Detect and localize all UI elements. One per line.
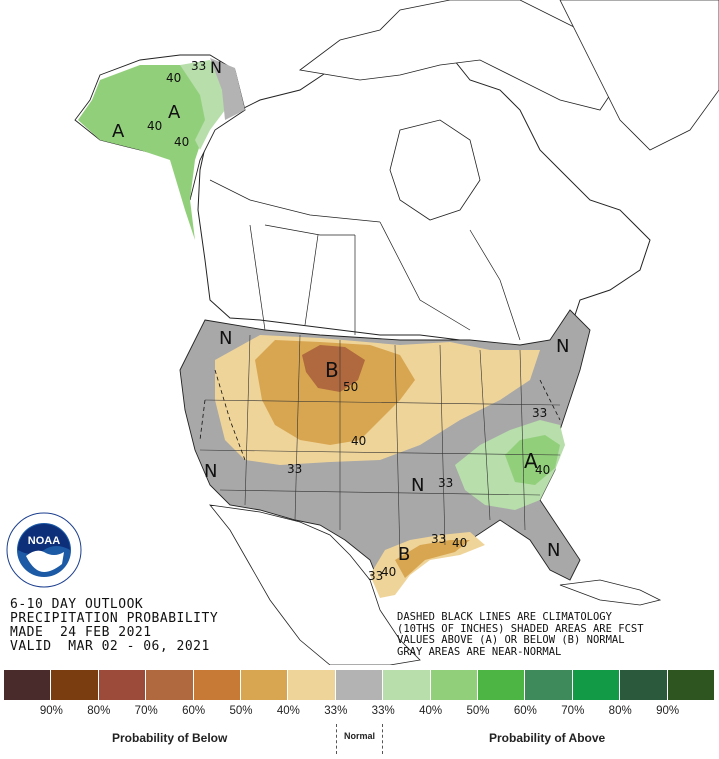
normal-legend-label: Normal bbox=[344, 731, 376, 741]
legend-tick-label: 70% bbox=[134, 705, 158, 717]
gulf-below-40 bbox=[395, 540, 470, 578]
legend-tick-label: 60% bbox=[513, 705, 537, 717]
legend-swatch bbox=[572, 670, 621, 700]
legend-tick-label: 80% bbox=[608, 705, 632, 717]
east-label-40: 40 bbox=[535, 463, 550, 477]
legend-swatch bbox=[288, 670, 336, 700]
legend-swatch bbox=[4, 670, 52, 700]
plains-label-40: 40 bbox=[351, 434, 366, 448]
caribbean-islands bbox=[559, 579, 662, 606]
hudson-bay bbox=[389, 119, 481, 221]
header-line-3: MADE 24 FEB 2021 bbox=[10, 625, 152, 640]
west-label-n1: N bbox=[219, 328, 232, 349]
noaa-logo: NOAA bbox=[6, 512, 82, 588]
ne-label-n: N bbox=[556, 336, 569, 357]
note-line-4: GRAY AREAS ARE NEAR-NORMAL bbox=[397, 645, 562, 658]
legend-swatch bbox=[241, 670, 289, 700]
alaska-label-n: N bbox=[210, 58, 222, 77]
note-line-3: VALUES ABOVE (A) OR BELOW (B) NORMAL bbox=[397, 634, 625, 646]
alaska-label-a2: A bbox=[112, 121, 125, 142]
legend-swatch bbox=[146, 670, 194, 700]
climatology-lines bbox=[199, 369, 561, 461]
header-line-1: 6-10 DAY OUTLOOK bbox=[10, 597, 144, 612]
legend-swatch bbox=[98, 670, 147, 700]
legend-tick-label: 40% bbox=[419, 705, 443, 717]
legend-swatch bbox=[51, 670, 99, 700]
east-label-a: A bbox=[524, 449, 538, 473]
gulf-label-33b: 33 bbox=[368, 569, 383, 583]
legend-swatch bbox=[478, 670, 526, 700]
outlook-map: 33 N 40 A A 40 40 N N 33 B 50 40 N 33 A … bbox=[74, 0, 719, 665]
gulf-label-b: B bbox=[398, 544, 410, 565]
above-legend-title: Probability of Above bbox=[489, 731, 606, 745]
gulf-label-33: 33 bbox=[431, 532, 446, 546]
header-line-4: VALID MAR 02 - 06, 2021 bbox=[10, 639, 210, 654]
alaska-label-40b: 40 bbox=[147, 119, 162, 133]
legend-swatch bbox=[335, 670, 384, 700]
legend-tick-label: 50% bbox=[466, 705, 490, 717]
gulf-label-40a: 40 bbox=[452, 536, 467, 550]
gulf-label-40b: 40 bbox=[381, 565, 396, 579]
alaska-above-33 bbox=[180, 60, 225, 150]
alaska-label-33: 33 bbox=[191, 59, 206, 73]
greenland bbox=[559, 0, 719, 151]
east-above-40 bbox=[505, 435, 560, 485]
alaska-label-40a: 40 bbox=[166, 71, 181, 85]
normal-divider-right bbox=[382, 724, 383, 754]
plains-below-40 bbox=[255, 340, 415, 445]
alaska-above-40 bbox=[78, 65, 215, 240]
legend-tick-label: 70% bbox=[561, 705, 585, 717]
plains-label-50: 50 bbox=[343, 380, 358, 394]
legend-swatch bbox=[620, 670, 668, 700]
noaa-logo-text: NOAA bbox=[28, 535, 60, 547]
alaska-near-normal bbox=[210, 58, 245, 120]
legend-tick-label: 40% bbox=[276, 705, 300, 717]
outlook-header: 6-10 DAY OUTLOOK PRECIPITATION PROBABILI… bbox=[10, 598, 218, 654]
state-borders bbox=[199, 334, 561, 561]
south-label-33: 33 bbox=[438, 476, 453, 490]
mexico-land bbox=[209, 504, 421, 665]
legend-swatch bbox=[193, 670, 242, 700]
plains-below-50 bbox=[302, 345, 365, 392]
legend-swatch bbox=[667, 670, 716, 700]
legend-swatch bbox=[525, 670, 573, 700]
probability-color-bar bbox=[4, 670, 716, 700]
east-label-33a: 33 bbox=[532, 406, 547, 420]
south-label-n: N bbox=[411, 475, 424, 496]
alaska-label-40c: 40 bbox=[174, 135, 189, 149]
legend-swatch bbox=[383, 670, 431, 700]
province-borders bbox=[209, 179, 521, 341]
plains-label-b: B bbox=[325, 358, 339, 382]
west-label-33: 33 bbox=[287, 462, 302, 476]
note-line-1: DASHED BLACK LINES ARE CLIMATOLOGY bbox=[397, 611, 612, 623]
legend-tick-label: 33% bbox=[371, 705, 395, 717]
legend-tick-label: 90% bbox=[39, 705, 63, 717]
normal-divider-left bbox=[336, 724, 337, 754]
legend-tick-label: 33% bbox=[324, 705, 348, 717]
se-label-n: N bbox=[547, 540, 560, 561]
header-line-2: PRECIPITATION PROBABILITY bbox=[10, 611, 219, 626]
legend-swatch bbox=[430, 670, 479, 700]
legend-tick-label: 80% bbox=[87, 705, 111, 717]
legend-tick-label: 50% bbox=[229, 705, 253, 717]
below-legend-title: Probability of Below bbox=[112, 731, 228, 745]
legend-tick-label: 90% bbox=[656, 705, 680, 717]
note-line-2: (10THS OF INCHES) SHADED AREAS ARE FCST bbox=[397, 622, 644, 635]
west-label-n2: N bbox=[204, 461, 217, 482]
legend-note: DASHED BLACK LINES ARE CLIMATOLOGY (10TH… bbox=[397, 611, 644, 658]
probability-tick-labels: 90% 80% 70% 60% 50% 40% 33% 33% 40% 50% 60% 70% 80% 9… bbox=[4, 705, 715, 721]
alaska-label-a1: A bbox=[168, 102, 181, 123]
legend-tick-label: 60% bbox=[182, 705, 206, 717]
